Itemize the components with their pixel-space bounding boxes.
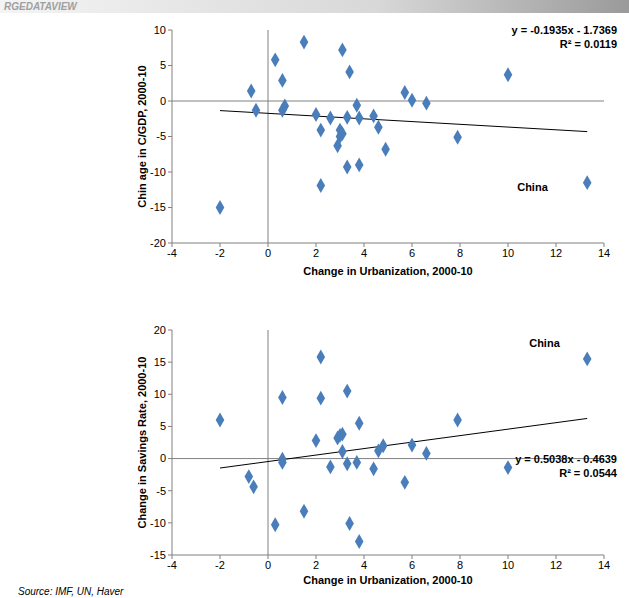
svg-text:6: 6	[409, 247, 415, 259]
svg-text:Chin age in C/GDP, 2000-10: Chin age in C/GDP, 2000-10	[136, 65, 148, 207]
svg-text:12: 12	[550, 559, 562, 571]
svg-text:-20: -20	[150, 237, 166, 249]
svg-text:8: 8	[457, 559, 463, 571]
svg-text:6: 6	[409, 559, 415, 571]
html-text:R² = 0.0544: R² = 0.0544	[559, 467, 617, 479]
svg-text:20: 20	[154, 324, 166, 336]
svg-text:5: 5	[160, 420, 166, 432]
svg-text:10: 10	[502, 559, 514, 571]
svg-text:-15: -15	[150, 549, 166, 561]
html-text:Source: IMF, UN, Haver: Source: IMF, UN, Haver	[18, 586, 124, 597]
svg-text:14: 14	[598, 559, 610, 571]
svg-text:2: 2	[313, 559, 319, 571]
svg-text:5: 5	[160, 59, 166, 71]
svg-text:-10: -10	[150, 517, 166, 529]
svg-text:12: 12	[550, 247, 562, 259]
svg-text:Change in Urbanization, 2000-: Change in Urbanization, 2000-10	[303, 265, 472, 277]
svg-text:-2: -2	[215, 247, 225, 259]
svg-text:8: 8	[457, 247, 463, 259]
svg-text:-4: -4	[167, 247, 177, 259]
html-text:R² = 0.0119: R² = 0.0119	[559, 38, 617, 50]
svg-text:10: 10	[502, 247, 514, 259]
svg-text:-5: -5	[156, 485, 166, 497]
svg-text:-2: -2	[215, 559, 225, 571]
svg-text:0: 0	[265, 247, 271, 259]
svg-text:Change in Urbanization, 2000-: Change in Urbanization, 2000-10	[303, 574, 472, 586]
html-text:RGEDATAVIEW: RGEDATAVIEW	[4, 1, 77, 12]
svg-text:10: 10	[154, 388, 166, 400]
svg-text:-10: -10	[150, 166, 166, 178]
svg-text:-15: -15	[150, 201, 166, 213]
svg-text:China: China	[517, 181, 548, 193]
svg-text:15: 15	[154, 356, 166, 368]
svg-text:-5: -5	[156, 130, 166, 142]
svg-text:4: 4	[361, 559, 367, 571]
svg-text:4: 4	[361, 247, 367, 259]
svg-text:0: 0	[160, 452, 166, 464]
svg-text:China: China	[529, 337, 560, 349]
svg-text:10: 10	[154, 24, 166, 36]
html-text:y = -0.1935x - 1.7369: y = -0.1935x - 1.7369	[511, 24, 617, 36]
svg-text:-4: -4	[167, 559, 177, 571]
html-text:y = 0.5038x - 0.4639: y = 0.5038x - 0.4639	[515, 453, 617, 465]
svg-text:2: 2	[313, 247, 319, 259]
svg-text:Change in Savings Rate, 2000-1: Change in Savings Rate, 2000-10	[136, 357, 148, 529]
svg-text:0: 0	[160, 95, 166, 107]
svg-text:14: 14	[598, 247, 610, 259]
svg-text:0: 0	[265, 559, 271, 571]
